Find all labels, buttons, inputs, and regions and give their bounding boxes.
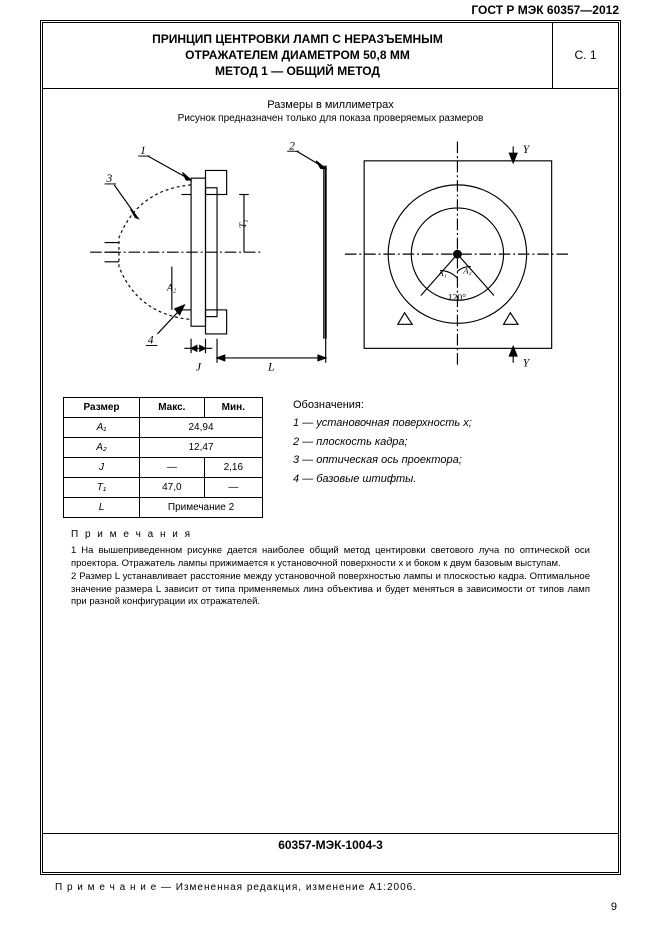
- legend-item: 3 — оптическая ось проектора;: [293, 452, 598, 469]
- title-cell: ПРИНЦИП ЦЕНТРОВКИ ЛАМП С НЕРАЗЪЕМНЫМ ОТР…: [43, 23, 553, 88]
- row-val: Примечание 2: [140, 497, 263, 517]
- svg-text:L: L: [267, 361, 274, 373]
- legend-title: Обозначения:: [293, 397, 598, 414]
- legend-item: 2 — плоскость кадра;: [293, 434, 598, 451]
- svg-text:1: 1: [140, 145, 146, 157]
- row-min: 2,16: [204, 457, 262, 477]
- subcaption: Рисунок предназначен только для показа п…: [43, 113, 618, 124]
- svg-text:2: 2: [289, 140, 295, 152]
- row-max: —: [140, 457, 205, 477]
- row-max: 47,0: [140, 477, 205, 497]
- standard-code: ГОСТ Р МЭК 60357—2012: [471, 3, 619, 17]
- svg-text:A₂: A₂: [166, 282, 177, 293]
- row-min: —: [204, 477, 262, 497]
- title-line-1: ПРИНЦИП ЦЕНТРОВКИ ЛАМП С НЕРАЗЪЕМНЫМ: [55, 31, 540, 47]
- legend-item: 4 — базовые штифты.: [293, 471, 598, 488]
- row-label: J: [64, 457, 140, 477]
- svg-text:3: 3: [105, 173, 112, 185]
- svg-text:4: 4: [148, 334, 154, 346]
- row-label: A₁: [64, 417, 140, 437]
- row-val: 12,47: [140, 437, 263, 457]
- svg-text:120°: 120°: [448, 292, 466, 303]
- notes-title: П р и м е ч а н и я: [71, 528, 590, 542]
- page-number: 9: [611, 901, 617, 913]
- note-2: 2 Размер L устанавливает расстояние межд…: [71, 571, 590, 609]
- caption: Размеры в миллиметрах: [43, 99, 618, 111]
- svg-text:Y: Y: [523, 144, 531, 156]
- th-max: Макс.: [140, 397, 205, 417]
- svg-text:A₂: A₂: [462, 265, 471, 275]
- th-size: Размер: [64, 397, 140, 417]
- note-1: 1 На вышеприведенном рисунке дается наиб…: [71, 545, 590, 571]
- bottom-code: 60357-МЭК-1004-3: [43, 833, 618, 852]
- document-frame: ПРИНЦИП ЦЕНТРОВКИ ЛАМП С НЕРАЗЪЕМНЫМ ОТР…: [40, 20, 621, 875]
- technical-drawing: 1 3 4 2 J L Y Y 120° A₁ A₂ A₂ T₁: [63, 132, 598, 382]
- legend: Обозначения: 1 — установочная поверхност…: [293, 397, 598, 518]
- svg-text:A₁: A₁: [437, 268, 446, 278]
- notes: П р и м е ч а н и я 1 На вышеприведенном…: [71, 528, 590, 610]
- svg-text:J: J: [196, 361, 202, 373]
- dimension-table: Размер Макс. Мин. A₁ 24,94 A₂ 12,47 J — …: [63, 397, 263, 518]
- content-row: Размер Макс. Мин. A₁ 24,94 A₂ 12,47 J — …: [63, 397, 598, 518]
- footnote: П р и м е ч а н и е — Измененная редакци…: [55, 882, 417, 893]
- footnote-text: Измененная редакция, изменение А1:2006.: [172, 882, 417, 893]
- title-line-3: МЕТОД 1 — ОБЩИЙ МЕТОД: [55, 63, 540, 79]
- row-val: 24,94: [140, 417, 263, 437]
- header-box: ПРИНЦИП ЦЕНТРОВКИ ЛАМП С НЕРАЗЪЕМНЫМ ОТР…: [43, 23, 618, 89]
- footnote-label: П р и м е ч а н и е —: [55, 882, 172, 893]
- legend-item: 1 — установочная поверхность x;: [293, 415, 598, 432]
- svg-text:Y: Y: [523, 357, 531, 369]
- row-label: L: [64, 497, 140, 517]
- row-label: A₂: [64, 437, 140, 457]
- row-label: T₁: [64, 477, 140, 497]
- svg-text:T₁: T₁: [238, 219, 249, 228]
- th-min: Мин.: [204, 397, 262, 417]
- page-ref: С. 1: [553, 23, 618, 88]
- title-line-2: ОТРАЖАТЕЛЕМ ДИАМЕТРОМ 50,8 ММ: [55, 47, 540, 63]
